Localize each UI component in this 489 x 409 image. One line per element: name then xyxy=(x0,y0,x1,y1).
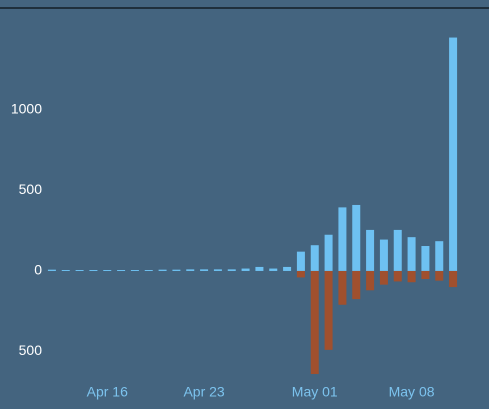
y-tick-label: 1000 xyxy=(11,101,42,117)
bar xyxy=(117,269,126,271)
bar xyxy=(47,269,56,271)
bar xyxy=(449,270,458,288)
bar xyxy=(366,270,375,291)
bar xyxy=(241,268,250,271)
bar xyxy=(449,37,458,271)
bar xyxy=(324,270,333,350)
bar xyxy=(310,245,319,271)
bar xyxy=(200,269,209,271)
bar xyxy=(89,269,98,271)
bar xyxy=(227,269,236,271)
bar xyxy=(393,229,402,271)
bar xyxy=(158,269,167,271)
bar xyxy=(421,270,430,280)
bar xyxy=(407,237,416,271)
x-tick-label: Apr 16 xyxy=(87,384,128,400)
bar xyxy=(379,270,388,285)
x-tick-label: Apr 23 xyxy=(183,384,224,400)
bar xyxy=(296,270,305,278)
bar xyxy=(255,266,264,271)
y-tick-label: 500 xyxy=(19,342,43,358)
bar xyxy=(269,268,278,271)
bar xyxy=(283,266,292,271)
x-tick-label: May 01 xyxy=(292,384,338,400)
bar xyxy=(103,269,112,271)
bar xyxy=(338,270,347,305)
bar xyxy=(186,269,195,271)
bar xyxy=(352,204,361,271)
y-tick-label: 0 xyxy=(34,262,42,278)
bar xyxy=(379,239,388,271)
bar xyxy=(75,269,84,271)
bar xyxy=(144,269,153,271)
bar xyxy=(393,270,402,282)
bar xyxy=(366,229,375,271)
bar xyxy=(172,269,181,271)
bar xyxy=(324,234,333,271)
bar xyxy=(130,269,139,271)
bar xyxy=(407,270,416,283)
bar xyxy=(310,270,319,374)
bar xyxy=(421,246,430,271)
bar xyxy=(435,241,444,271)
bar xyxy=(296,251,305,271)
bar xyxy=(338,207,347,271)
bar xyxy=(213,269,222,271)
y-tick-label: 500 xyxy=(19,181,43,197)
bar xyxy=(435,270,444,281)
x-tick-label: May 08 xyxy=(389,384,435,400)
bar xyxy=(61,269,70,271)
bar xyxy=(352,270,361,300)
